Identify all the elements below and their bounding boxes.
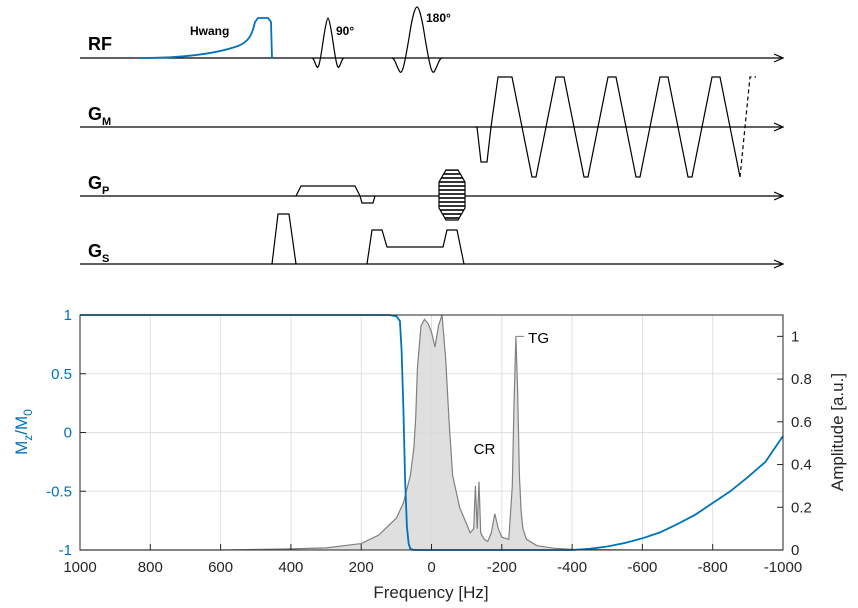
- pulse-180-label: 180°: [426, 11, 451, 25]
- x-tick-label: 200: [349, 559, 374, 576]
- y-left-axis-title: Mz/M0: [12, 409, 35, 455]
- y-right-tick-label: 0.4: [791, 457, 812, 474]
- x-tick-label: 600: [208, 559, 233, 576]
- x-tick-label: 400: [278, 559, 303, 576]
- y-left-tick-label: -0.5: [46, 483, 72, 500]
- y-left-tick-label: 0.5: [51, 366, 72, 383]
- slice-gradient-2: [366, 229, 465, 265]
- y-right-axis-title: Amplitude [a.u.]: [828, 373, 847, 491]
- x-tick-label: -800: [698, 559, 728, 576]
- x-tick-label: 0: [427, 559, 435, 576]
- annotations: CR TG: [474, 330, 549, 458]
- gp-label: GP: [88, 173, 109, 197]
- pulse-180: [391, 6, 443, 73]
- y-right-tick-label: 0.8: [791, 371, 812, 388]
- y-right-tick-label: 1: [791, 328, 799, 345]
- y-left-tick-label: 0: [64, 425, 72, 442]
- x-tick-label: 800: [138, 559, 163, 576]
- pulse-sequence-diagram: RF GM GP GS Hwang 90° 180°: [80, 6, 858, 280]
- slice-gradient-1: [271, 213, 297, 265]
- x-tick-label: -1000: [764, 559, 802, 576]
- y-right-tick-label: 0: [791, 542, 799, 559]
- y-right-tick-label: 0.6: [791, 414, 812, 431]
- spectrum-line: [80, 314, 783, 551]
- y-left-tick-label: -1: [59, 542, 72, 559]
- x-tick-label: -400: [557, 559, 587, 576]
- phase-encoding-table: [438, 169, 466, 221]
- x-tick-label: -600: [627, 559, 657, 576]
- spectrum-series: [80, 314, 783, 551]
- readout-gradient: [475, 76, 741, 178]
- gs-label: GS: [88, 241, 109, 265]
- readout-gradient-continuation: [739, 76, 756, 178]
- ticks: 1000 800 600 400 200 0 -200 -400 -600 -800 -1000 1 0…: [46, 307, 812, 576]
- hwang-label: Hwang: [190, 24, 229, 38]
- pulse-90-label: 90°: [336, 24, 354, 38]
- x-tick-label: -200: [487, 559, 517, 576]
- pulse-90: [311, 17, 345, 68]
- phase-gradient: [295, 185, 376, 204]
- x-axis-title: Frequency [Hz]: [373, 583, 488, 602]
- gm-label: GM: [88, 104, 111, 128]
- y-right-tick-label: 0.2: [791, 499, 812, 516]
- hwang-pulse: [139, 17, 273, 59]
- x-tick-label: 1000: [63, 559, 96, 576]
- rf-label: RF: [88, 34, 112, 54]
- y-left-tick-label: 1: [64, 307, 72, 324]
- annotation-tg: TG: [528, 330, 549, 347]
- annotation-cr: CR: [474, 441, 496, 458]
- spectrum-area: [80, 315, 783, 550]
